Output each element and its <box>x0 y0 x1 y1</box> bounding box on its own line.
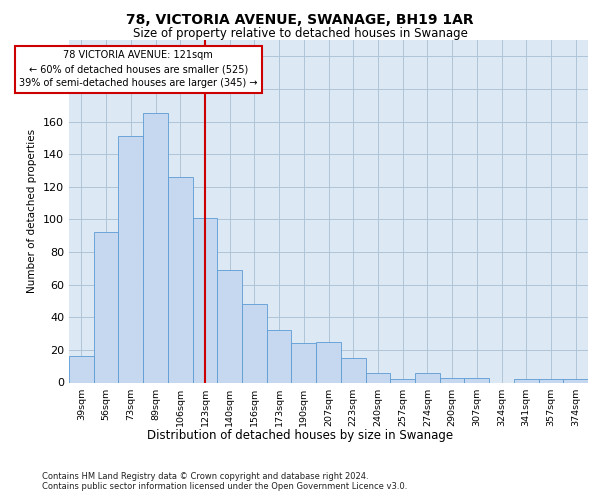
Bar <box>217 270 242 382</box>
Bar <box>514 379 539 382</box>
Bar <box>563 379 588 382</box>
Text: Size of property relative to detached houses in Swanage: Size of property relative to detached ho… <box>133 28 467 40</box>
Bar <box>390 379 415 382</box>
Bar <box>143 114 168 382</box>
Bar <box>365 372 390 382</box>
Bar <box>539 379 563 382</box>
Bar <box>316 342 341 382</box>
Bar <box>464 378 489 382</box>
Bar <box>440 378 464 382</box>
Bar <box>242 304 267 382</box>
Bar <box>193 218 217 382</box>
Y-axis label: Number of detached properties: Number of detached properties <box>28 129 37 294</box>
Bar <box>292 344 316 382</box>
Text: Contains HM Land Registry data © Crown copyright and database right 2024.: Contains HM Land Registry data © Crown c… <box>42 472 368 481</box>
Bar <box>168 177 193 382</box>
Text: 78, VICTORIA AVENUE, SWANAGE, BH19 1AR: 78, VICTORIA AVENUE, SWANAGE, BH19 1AR <box>126 12 474 26</box>
Bar <box>341 358 365 382</box>
Bar <box>69 356 94 382</box>
Bar <box>118 136 143 382</box>
Text: Contains public sector information licensed under the Open Government Licence v3: Contains public sector information licen… <box>42 482 407 491</box>
Bar <box>415 372 440 382</box>
Text: 78 VICTORIA AVENUE: 121sqm
← 60% of detached houses are smaller (525)
39% of sem: 78 VICTORIA AVENUE: 121sqm ← 60% of deta… <box>19 50 257 88</box>
Bar <box>267 330 292 382</box>
Bar <box>94 232 118 382</box>
Text: Distribution of detached houses by size in Swanage: Distribution of detached houses by size … <box>147 430 453 442</box>
